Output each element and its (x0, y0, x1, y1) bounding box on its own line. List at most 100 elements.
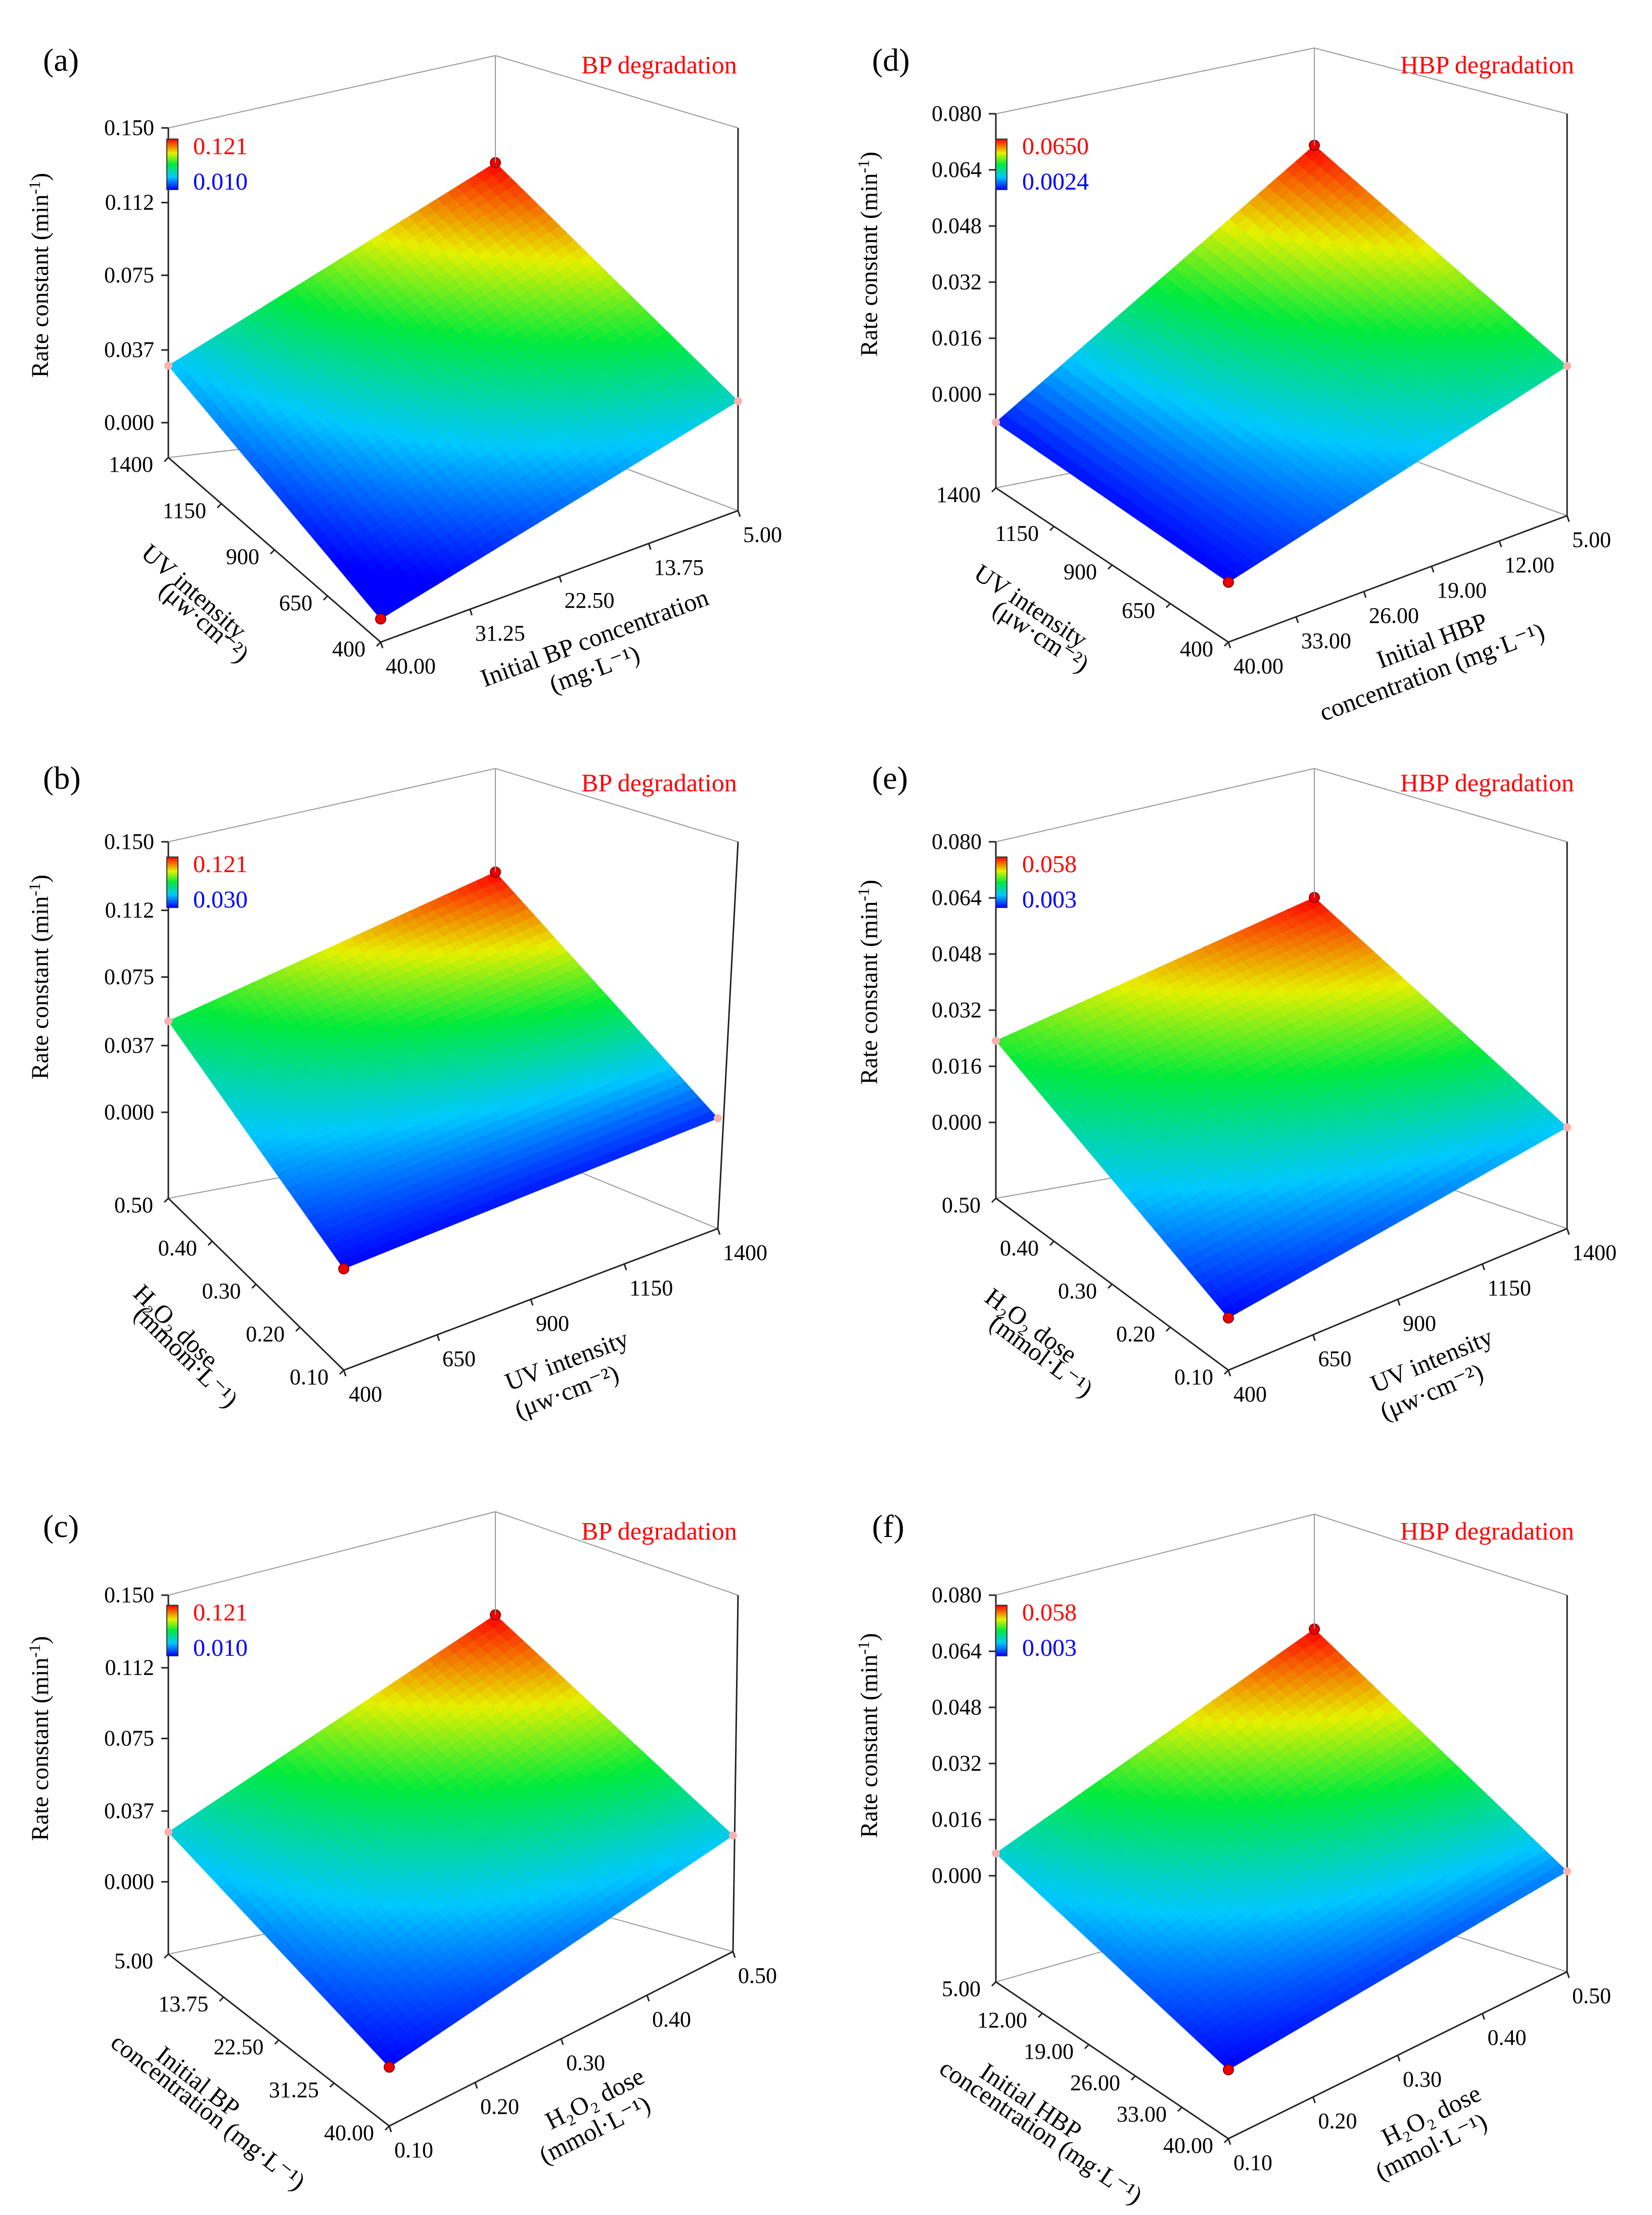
left-axis-tick-label: 0.10 (1174, 1365, 1213, 1389)
left-axis-tick (1223, 1369, 1229, 1375)
color-legend-bar (166, 1605, 178, 1656)
right-axis-tick-label: 13.75 (654, 555, 704, 580)
response-surface (995, 145, 1568, 583)
z-tick-label: 0.048 (932, 941, 982, 966)
left-axis-tick (376, 641, 382, 647)
left-axis-tick-label: 400 (1180, 637, 1213, 661)
z-axis-label-main: Rate constant (min (27, 1658, 54, 1841)
z-tick-label: 0.000 (104, 1869, 154, 1894)
z-tick-label: 0.000 (104, 410, 154, 435)
z-axis-label: Rate constant (min-1) (25, 1636, 54, 1841)
left-axis-tick (163, 457, 169, 463)
corner-marker (992, 418, 1000, 427)
left-axis-tick (1165, 1326, 1171, 1332)
right-axis-tick-label: 5.00 (743, 522, 782, 547)
box-edge (168, 1511, 496, 1596)
box-edge (495, 768, 739, 842)
left-axis-tick-label: 0.30 (1058, 1279, 1097, 1303)
panel-label: (a) (43, 42, 79, 78)
left-axis-tick-label: 0.10 (290, 1365, 329, 1389)
left-axis-tick (1049, 526, 1055, 531)
right-axis-tick (343, 1370, 347, 1377)
right-axis-tick-label: 1400 (1572, 1240, 1617, 1265)
color-legend-bar (166, 139, 178, 190)
legend-min-label: 0.030 (193, 886, 248, 913)
color-legend-bar (995, 139, 1007, 190)
left-axis-tick (269, 549, 276, 555)
right-axis-tick (469, 609, 473, 616)
response-surface (168, 872, 718, 1270)
z-axis-label-main: Rate constant (min (856, 173, 883, 357)
left-axis-tick-label: 0.50 (942, 1193, 981, 1217)
z-tick-label: 0.150 (104, 829, 154, 854)
left-axis-tick-label: 0.40 (1000, 1236, 1039, 1260)
corner-marker (714, 1114, 722, 1122)
chart-title: HBP degradation (1400, 769, 1574, 797)
right-axis-tick-label: 33.00 (1301, 628, 1351, 653)
right-axis-tick (1363, 591, 1367, 598)
left-axis-tick (329, 2082, 335, 2088)
left-axis-tick (991, 1197, 997, 1203)
left-axis-tick-label: 0.50 (114, 1193, 153, 1217)
z-axis-label: Rate constant (min-1) (854, 880, 883, 1084)
legend-max-label: 0.121 (193, 1599, 248, 1626)
left-axis-tick-label: 0.20 (246, 1322, 285, 1346)
z-tick-label: 0.080 (932, 829, 982, 854)
right-axis-tick (474, 2082, 478, 2089)
right-axis-tick-label: 0.10 (394, 2138, 433, 2162)
color-legend-bar (995, 856, 1007, 908)
right-axis-tick-label: 1150 (629, 1276, 673, 1300)
left-axis-tick (1107, 1283, 1113, 1289)
right-axis-tick-label: 31.25 (475, 621, 525, 646)
z-tick-label: 0.032 (932, 998, 982, 1022)
left-axis-tick-label: 0.30 (202, 1279, 241, 1303)
left-axis-tick (991, 487, 997, 493)
z-tick-label: 0.112 (105, 190, 154, 215)
right-axis-tick (1295, 616, 1299, 623)
z-axis-label-end: ) (856, 152, 883, 160)
z-tick-label: 0.150 (104, 115, 154, 140)
left-axis-tick-label: 0.40 (158, 1236, 197, 1260)
z-axis-label-sup: -1 (25, 181, 43, 195)
min-point-marker (384, 2061, 395, 2073)
legend-min-label: 0.003 (1022, 886, 1077, 913)
left-axis-tick (323, 595, 329, 601)
corner-marker (734, 397, 742, 405)
z-axis-label-main: Rate constant (min (27, 195, 54, 378)
z-axis-label-sup: -1 (25, 1644, 43, 1658)
box-edge (995, 768, 1315, 842)
right-axis-tick (1482, 1263, 1485, 1271)
right-axis-tick-label: 12.00 (1504, 553, 1554, 577)
z-axis-label-main: Rate constant (min (856, 901, 883, 1085)
box-edge (717, 841, 739, 1229)
right-axis-tick-label: 5.00 (1572, 527, 1611, 552)
corner-marker (164, 1828, 172, 1836)
panel-label: (b) (43, 760, 81, 796)
right-axis-tick (646, 1995, 650, 2002)
left-axis-tick (384, 2125, 390, 2131)
chart-title: BP degradation (581, 51, 737, 79)
right-axis-tick-label: 0.50 (738, 1963, 777, 1988)
left-axis-tick (216, 503, 222, 509)
right-axis-tick (623, 1263, 627, 1271)
left-axis-tick-label: 900 (226, 545, 259, 569)
z-tick-label: 0.032 (932, 269, 982, 294)
response-surface (995, 897, 1568, 1319)
z-tick-label: 0.075 (104, 1726, 154, 1751)
right-axis-tick (1227, 642, 1231, 649)
box-edge (495, 55, 739, 128)
left-axis-tick (295, 1326, 301, 1332)
right-axis-tick-label: 1150 (1488, 1276, 1531, 1300)
response-surface (168, 162, 739, 619)
z-tick-label: 0.075 (104, 965, 154, 989)
right-axis-tick (559, 576, 562, 583)
right-axis-tick (732, 1951, 736, 1958)
right-axis-tick-label: 400 (1233, 1382, 1267, 1407)
right-axis-tick-label: 40.00 (386, 654, 436, 679)
corner-marker (164, 1017, 172, 1025)
left-axis-tick (339, 1369, 345, 1375)
z-tick-label: 0.000 (104, 1100, 154, 1124)
z-tick-label: 0.112 (105, 898, 154, 923)
